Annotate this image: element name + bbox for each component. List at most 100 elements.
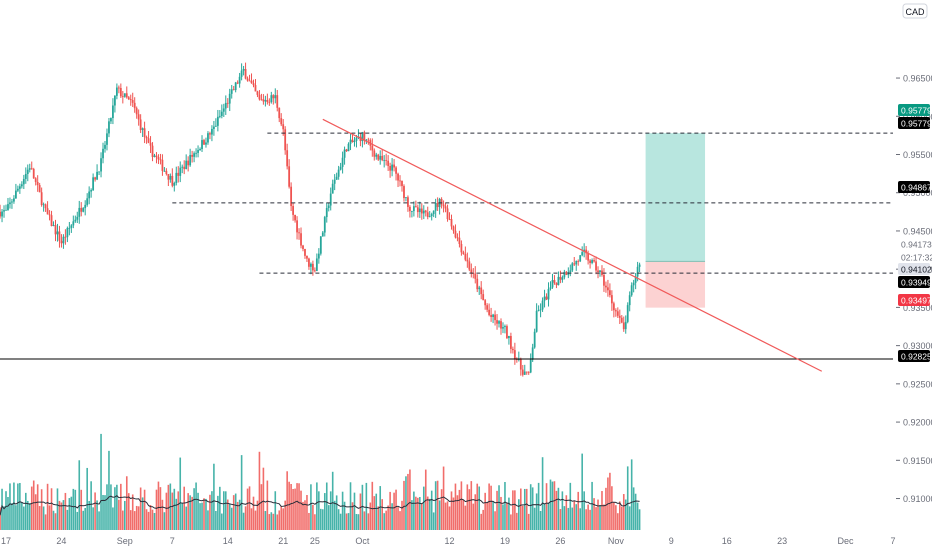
volume-bar <box>367 513 370 530</box>
volume-bar <box>183 486 185 530</box>
candle-body <box>529 359 532 373</box>
candle-body <box>589 260 591 263</box>
candle-body <box>18 186 21 189</box>
volume-bar <box>541 457 544 530</box>
currency-badge[interactable]: CAD <box>902 3 928 19</box>
volume-bar <box>545 483 548 530</box>
volume-bar <box>331 471 334 530</box>
volume-bar <box>397 507 399 530</box>
candle-body <box>525 371 528 373</box>
volume-bar <box>161 499 164 530</box>
candle-body <box>599 270 601 273</box>
candle-body <box>422 210 425 214</box>
candle-body <box>561 277 564 280</box>
x-tick-label: 25 <box>310 536 320 546</box>
volume-bar <box>157 481 160 530</box>
volume-bar <box>322 509 324 530</box>
candle-body <box>280 118 283 125</box>
volume-bar <box>151 509 154 530</box>
profit-zone[interactable] <box>645 133 706 262</box>
horizontal-levels[interactable] <box>0 132 893 360</box>
volume-bar <box>458 489 461 530</box>
candle-body <box>300 233 302 246</box>
volume-bar <box>595 507 597 530</box>
candle-body <box>78 207 81 217</box>
volume-bar <box>213 463 215 530</box>
volume-bar <box>539 510 542 530</box>
volume-bar <box>211 491 213 530</box>
volume-bar <box>90 481 92 530</box>
price-tag-label: 0.94867 <box>901 183 932 193</box>
volume-bar <box>341 491 344 530</box>
candle-body <box>371 145 374 151</box>
volume-bar <box>634 493 637 530</box>
candle-body <box>563 271 566 278</box>
volume-bar <box>252 496 255 530</box>
volume-bar <box>409 469 411 530</box>
candle-body <box>444 206 447 209</box>
candle-body <box>543 296 546 301</box>
candle-body <box>209 133 211 135</box>
candle-body <box>80 207 83 212</box>
volume-bar <box>575 504 578 530</box>
volume-bar <box>512 490 514 530</box>
candle-body <box>224 102 227 109</box>
currency-label: CAD <box>905 7 925 17</box>
volume-bar <box>199 503 201 530</box>
candle-body <box>470 269 473 274</box>
volume-bar <box>248 486 251 530</box>
trendline-segment[interactable] <box>322 118 823 372</box>
volume-bar <box>494 511 496 530</box>
candle-body <box>96 171 98 180</box>
candle-body <box>531 347 534 360</box>
volume-bar <box>327 505 330 530</box>
volume-bar <box>17 483 19 530</box>
volume-bar <box>26 500 29 530</box>
candle-body <box>9 202 11 205</box>
candle-body <box>502 327 504 329</box>
candle-body <box>163 170 166 172</box>
volume-bar <box>94 492 96 530</box>
time-axis[interactable]: 17 24 Sep 7 14 21 25 Oct 12 19 26 Nov 9 16 23 Dec 7 <box>1 536 896 546</box>
price-axis[interactable]: 0.965000.960000.955000.950000.945000.940… <box>896 74 932 504</box>
volume-bar <box>417 497 419 530</box>
volume-bar <box>498 485 500 530</box>
volume-bar <box>254 510 257 530</box>
volume-bar <box>609 472 611 530</box>
loss-zone[interactable] <box>645 261 706 308</box>
candle-body <box>373 150 376 157</box>
x-tick-label: 14 <box>223 536 233 546</box>
volume-bar <box>531 487 534 530</box>
candle-body <box>519 359 522 370</box>
candle-body <box>5 209 7 211</box>
x-tick-label: 23 <box>777 536 787 546</box>
position-tool[interactable] <box>645 133 706 308</box>
trendline[interactable] <box>322 118 823 372</box>
volume-bar <box>246 488 249 530</box>
volume-bar <box>205 498 207 530</box>
volume-bar <box>446 501 449 530</box>
candle-body <box>315 258 318 271</box>
volume-bar <box>74 489 77 530</box>
currency-badge-box[interactable] <box>902 3 928 19</box>
volume-bar <box>187 493 189 530</box>
volume-bar <box>171 492 174 530</box>
candle-body <box>414 206 417 208</box>
volume-bar <box>44 514 47 530</box>
volume-bar <box>224 491 227 530</box>
volume-bar <box>266 480 269 530</box>
price-tag-box <box>898 181 930 193</box>
volume-bar <box>561 491 564 530</box>
candle-body <box>64 236 67 238</box>
volume-bar <box>3 506 5 530</box>
candle-body <box>133 102 136 109</box>
volume-bar <box>320 508 322 530</box>
volume-bar <box>163 512 166 530</box>
volume-bar <box>482 509 484 530</box>
candle-body <box>211 128 213 135</box>
candle-body <box>482 294 485 301</box>
volume-bar <box>611 486 613 530</box>
